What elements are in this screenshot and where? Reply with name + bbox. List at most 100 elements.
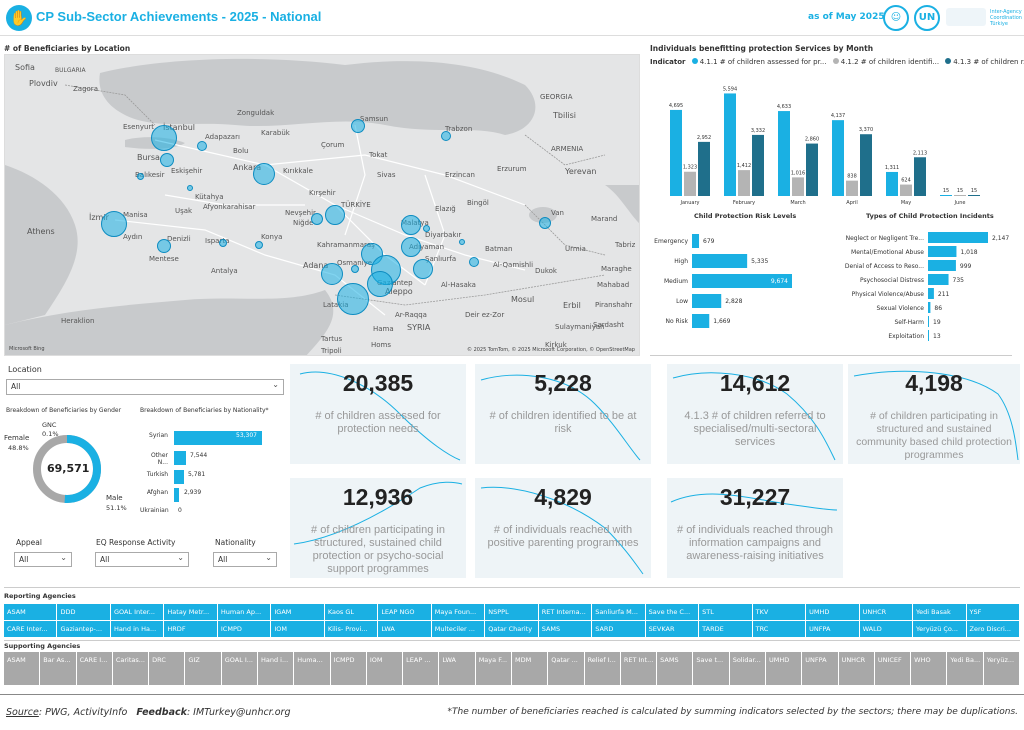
agency-chip[interactable]: TKV	[752, 604, 807, 620]
agency-chip[interactable]: Multeciler ...	[431, 621, 486, 637]
map-bubble[interactable]	[255, 241, 263, 249]
agency-chip[interactable]: Kaos GL	[324, 604, 379, 620]
agency-chip[interactable]: Yedi Ba...	[947, 652, 984, 685]
agency-chip[interactable]: Zero Discri...	[966, 621, 1020, 637]
agency-chip[interactable]: SEVKAR	[645, 621, 700, 637]
agency-chip[interactable]: LEAP NGO	[378, 604, 432, 620]
agency-chip[interactable]: UNICEF	[874, 652, 912, 685]
map-bubble[interactable]	[401, 215, 421, 235]
agency-chip[interactable]: UMHD	[766, 652, 803, 685]
agency-chip[interactable]: Maya Foun...	[431, 604, 486, 620]
agency-chip[interactable]: DRC	[149, 652, 186, 685]
map-bubble[interactable]	[413, 259, 433, 279]
agency-chip[interactable]: UNFPA	[802, 652, 839, 685]
agency-chip[interactable]: TRC	[752, 621, 807, 637]
legend-title: Indicator	[650, 58, 686, 66]
agency-chip[interactable]: TARDE	[699, 621, 753, 637]
agency-chip[interactable]: ASAM	[4, 652, 41, 685]
map-bubble[interactable]	[219, 239, 227, 247]
agency-chip[interactable]: STL	[699, 604, 753, 620]
map-bubble[interactable]	[160, 153, 174, 167]
agency-chip[interactable]: SAMS	[538, 621, 593, 637]
agency-chip[interactable]: LWA	[439, 652, 476, 685]
map-bubble[interactable]	[311, 213, 323, 225]
agency-chip[interactable]: HRDF	[164, 621, 218, 637]
agency-chip[interactable]: Hand in Ha...	[110, 621, 165, 637]
map-bubble[interactable]	[459, 239, 465, 245]
agency-chip[interactable]: LWA	[378, 621, 432, 637]
agency-chip[interactable]: Yedi Basak	[913, 604, 967, 620]
agency-chip[interactable]: ICMPD	[217, 621, 272, 637]
map-bubble[interactable]	[367, 271, 393, 297]
map-bubble[interactable]	[539, 217, 551, 229]
nationality-dropdown[interactable]: All ⌄	[213, 552, 277, 567]
agency-chip[interactable]: Yeryüz...	[983, 652, 1020, 685]
map-bubble[interactable]	[351, 119, 365, 133]
agency-chip[interactable]: Caritas...	[112, 652, 150, 685]
map-bubble[interactable]	[337, 283, 369, 315]
agency-chip[interactable]: Hand i...	[258, 652, 295, 685]
agency-chip[interactable]: Bar As...	[40, 652, 77, 685]
agency-chip[interactable]: MDM	[512, 652, 549, 685]
agency-chip[interactable]: YSF	[966, 604, 1020, 620]
agency-chip[interactable]: Solidar...	[729, 652, 766, 685]
incident-value: 19	[933, 319, 941, 326]
agency-chip[interactable]: IGAM	[271, 604, 325, 620]
agency-chip[interactable]: SARD	[592, 621, 646, 637]
agency-chip[interactable]: Gaziantep-...	[57, 621, 111, 637]
map-bubble[interactable]	[351, 265, 359, 273]
map-bubble[interactable]	[423, 225, 430, 232]
agency-chip[interactable]: Huma...	[294, 652, 331, 685]
map-bubble[interactable]	[137, 173, 144, 180]
agency-chip[interactable]: Save the C...	[645, 604, 700, 620]
map-bubble[interactable]	[101, 211, 127, 237]
agency-chip[interactable]: ICMPD	[330, 652, 367, 685]
agency-chip[interactable]: Hatay Metr...	[164, 604, 218, 620]
agency-chip[interactable]: IOM	[271, 621, 325, 637]
agency-chip[interactable]: Relief I...	[584, 652, 621, 685]
agency-chip[interactable]: Save t...	[693, 652, 730, 685]
map-bubble[interactable]	[197, 141, 207, 151]
agency-chip[interactable]: GIZ	[185, 652, 222, 685]
beneficiaries-map[interactable]: Sofia BULGARIA Plovdiv Zagora İstanbul Z…	[4, 54, 640, 356]
agency-chip[interactable]: NSPPL	[485, 604, 539, 620]
agency-chip[interactable]: DDD	[57, 604, 111, 620]
agency-chip[interactable]: GOAL I...	[221, 652, 258, 685]
agency-chip[interactable]: GOAL Inter...	[110, 604, 165, 620]
agency-chip[interactable]: ASAM	[4, 604, 58, 620]
agency-chip[interactable]: UMHD	[806, 604, 860, 620]
header-bar	[0, 0, 1024, 36]
agency-chip[interactable]: Qatar Charity	[485, 621, 539, 637]
agency-chip[interactable]: WALD	[859, 621, 914, 637]
map-bubble[interactable]	[469, 257, 479, 267]
agency-chip[interactable]: SAMS	[657, 652, 694, 685]
agency-chip[interactable]: RET Interna...	[538, 604, 593, 620]
appeal-dropdown[interactable]: All ⌄	[14, 552, 72, 567]
map-bubble[interactable]	[321, 263, 343, 285]
eq-response-dropdown[interactable]: All ⌄	[95, 552, 189, 567]
agency-chip[interactable]: CARE I...	[76, 652, 113, 685]
map-bubble[interactable]	[325, 205, 345, 225]
map-bubble[interactable]	[151, 125, 177, 151]
agency-chip[interactable]: Sanliurfa M...	[592, 604, 646, 620]
agency-chip[interactable]: WHO	[911, 652, 948, 685]
agency-chip[interactable]: Qatar ...	[548, 652, 585, 685]
feedback-link[interactable]: : IMTurkey@unhcr.org	[186, 707, 291, 718]
agency-chip[interactable]: UNFPA	[806, 621, 860, 637]
agency-chip[interactable]: UNHCR	[838, 652, 875, 685]
agency-chip[interactable]: RET Int...	[620, 652, 658, 685]
location-dropdown[interactable]: All ⌄	[6, 379, 284, 395]
agency-chip[interactable]: Human Ap...	[217, 604, 272, 620]
agency-chip[interactable]: Kilis- Provi...	[324, 621, 379, 637]
map-bubble[interactable]	[157, 239, 171, 253]
agency-chip[interactable]: CARE Inter...	[4, 621, 58, 637]
map-bubble[interactable]	[401, 237, 421, 257]
agency-chip[interactable]: Yeryüzü Ço...	[913, 621, 967, 637]
agency-chip[interactable]: UNHCR	[859, 604, 914, 620]
map-bubble[interactable]	[441, 131, 451, 141]
agency-chip[interactable]: IOM	[366, 652, 404, 685]
agency-chip[interactable]: Maya F...	[475, 652, 512, 685]
agency-chip[interactable]: LEAP ...	[403, 652, 440, 685]
map-bubble[interactable]	[253, 163, 275, 185]
map-bubble[interactable]	[187, 185, 193, 191]
